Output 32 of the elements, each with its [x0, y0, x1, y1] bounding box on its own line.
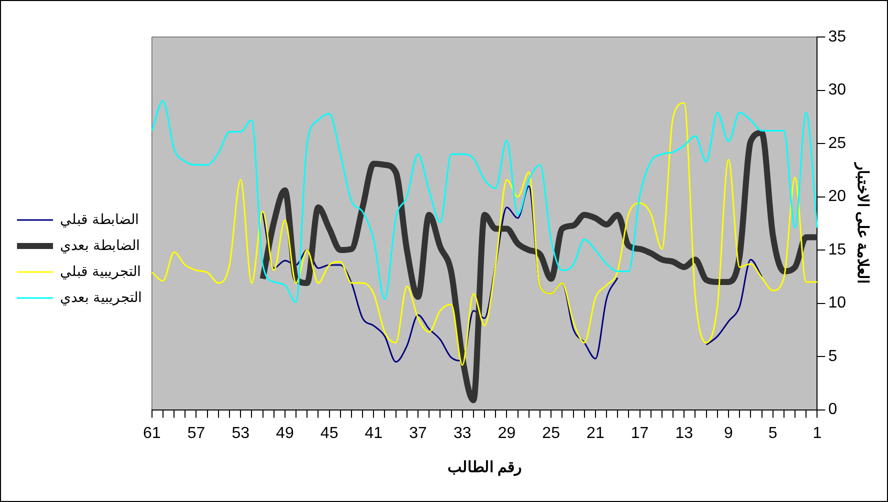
x-tick-label: 37 [409, 424, 428, 442]
x-tick-label: 49 [276, 424, 294, 442]
x-tick-label: 33 [453, 424, 472, 442]
x-tick-label: 1 [812, 424, 822, 442]
x-tick-label: 9 [724, 424, 734, 442]
y-tick-label: 15 [828, 241, 846, 258]
x-tick-label: 25 [542, 424, 560, 442]
legend-label: التجريبية بعدي [60, 288, 142, 306]
x-tick-label: 45 [320, 424, 338, 442]
x-axis-title: رقم الطالب [447, 459, 522, 476]
x-tick-label: 29 [498, 424, 516, 442]
x-tick-label: 13 [675, 424, 694, 442]
x-tick-label: 61 [142, 424, 161, 442]
y-axis-title: العلامة على الاختبار [854, 162, 871, 284]
x-tick-label: 53 [232, 424, 250, 442]
legend-label: الضابطة بعدي [60, 236, 140, 253]
legend-label: التجريبية قبلي [60, 262, 141, 280]
y-tick-label: 30 [828, 82, 846, 99]
y-tick-label: 20 [828, 188, 846, 206]
y-tick-label: 25 [828, 134, 846, 152]
legend-label: الضابطة قبلي [60, 210, 139, 227]
x-tick-label: 41 [364, 424, 383, 442]
line-series [151, 102, 818, 366]
y-tick-label: 0 [828, 401, 838, 418]
line-series [151, 100, 818, 303]
x-tick-label: 21 [586, 424, 604, 442]
y-tick-label: 10 [828, 294, 846, 312]
x-tick-label: 5 [768, 424, 778, 442]
x-tick-label: 17 [630, 424, 649, 442]
y-tick-label: 35 [828, 28, 846, 46]
y-tick-label: 5 [828, 348, 838, 365]
x-tick-label: 57 [187, 424, 206, 442]
